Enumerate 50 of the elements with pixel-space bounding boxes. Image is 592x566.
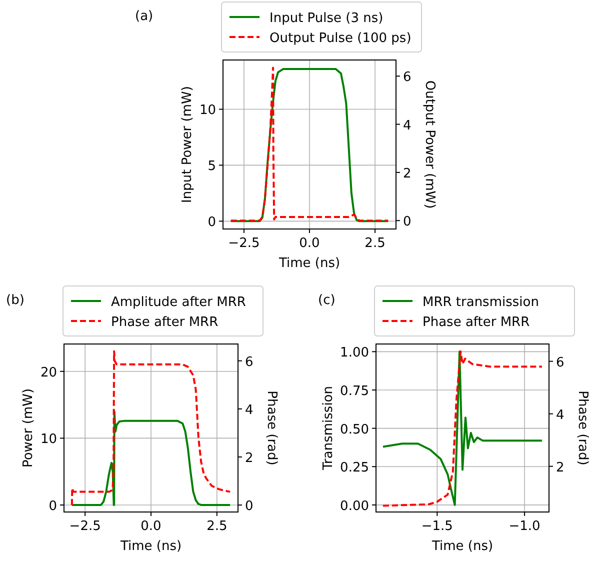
y-tick-label: 10 xyxy=(40,432,57,448)
y-tick-label: 0 xyxy=(48,498,57,514)
x-tick-label: −2.5 xyxy=(228,236,260,251)
x-axis-title: Time (ns) xyxy=(430,539,494,554)
chart-title: (c) xyxy=(318,293,336,308)
legend-label: Phase after MRR xyxy=(422,315,530,330)
y2-tick-label: 0 xyxy=(245,499,254,514)
chart-title: (a) xyxy=(135,9,154,24)
y2-tick-label: 4 xyxy=(403,118,412,134)
legend-label: Input Pulse (3 ns) xyxy=(270,11,384,26)
y-tick-label: 1.00 xyxy=(340,346,369,361)
y-tick-label: 0.75 xyxy=(340,384,369,399)
x-tick-label: −2.5 xyxy=(69,519,101,534)
legend-label: MRR transmission xyxy=(422,295,539,310)
y2-tick-label: 6 xyxy=(403,70,412,86)
y-axis-title: Input Power (mW) xyxy=(180,86,195,203)
x-axis-title: Time (ns) xyxy=(278,256,340,271)
y2-axis-title: Phase (rad) xyxy=(264,390,279,466)
legend-label: Amplitude after MRR xyxy=(111,295,246,310)
y-axis-title: Transmission xyxy=(321,386,336,471)
line-series xyxy=(70,350,232,506)
y2-tick-label: 4 xyxy=(245,402,254,418)
y-tick-label: 0.50 xyxy=(340,422,369,438)
x-tick-label: 2.5 xyxy=(364,236,386,251)
y-tick-label: 20 xyxy=(40,365,57,380)
y2-tick-label: 4 xyxy=(556,408,564,423)
legend-label: Output Pulse (100 ps) xyxy=(270,31,412,46)
x-tick-label: −1.0 xyxy=(508,519,540,534)
y2-tick-label: 0 xyxy=(403,214,412,230)
y2-axis-title: Output Power (mW) xyxy=(422,80,437,209)
y2-tick-label: 2 xyxy=(245,450,254,466)
legend-label: Phase after MRR xyxy=(111,315,218,330)
y-tick-label: 0.00 xyxy=(340,498,369,514)
y-tick-label: 5 xyxy=(208,159,216,174)
y2-tick-label: 2 xyxy=(403,166,412,182)
y2-tick-label: 6 xyxy=(556,355,564,370)
line-series xyxy=(70,410,232,506)
x-tick-label: −1.5 xyxy=(421,519,453,534)
x-axis-title: Time (ns) xyxy=(119,539,182,554)
y-tick-label: 0.25 xyxy=(340,460,369,476)
y-axis-title: Power (mW) xyxy=(21,388,36,468)
y2-tick-label: 6 xyxy=(245,354,254,370)
y2-tick-label: 2 xyxy=(556,460,564,476)
y2-axis-title: Phase (rad) xyxy=(575,390,590,466)
y-tick-label: 10 xyxy=(199,103,216,118)
x-tick-label: 0.0 xyxy=(299,236,320,251)
chart-title: (b) xyxy=(6,293,24,308)
x-tick-label: 2.5 xyxy=(206,519,228,534)
y-tick-label: 0 xyxy=(208,215,216,230)
x-tick-label: 0.0 xyxy=(140,519,162,534)
